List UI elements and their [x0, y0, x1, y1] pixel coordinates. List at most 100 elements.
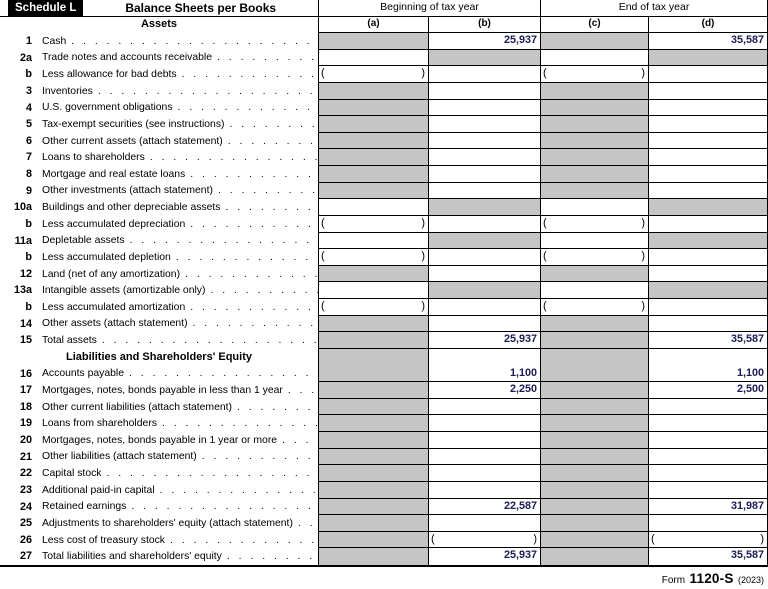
amount-field-a[interactable]	[318, 232, 428, 250]
amount-value-b[interactable]: 2,250	[428, 382, 540, 399]
amount-field-d[interactable]	[648, 515, 768, 532]
row-label-cell: Loans from shareholders	[32, 415, 318, 432]
shaded-cell-c	[540, 481, 648, 499]
amount-field-d[interactable]	[648, 132, 768, 150]
amount-field-a[interactable]	[318, 199, 428, 216]
row-label: Total assets	[42, 335, 97, 347]
amount-field-c[interactable]	[540, 282, 648, 299]
negative-amount-field-a[interactable]: ()	[318, 66, 428, 83]
shaded-cell-c	[540, 365, 648, 383]
amount-field-d[interactable]	[648, 215, 768, 233]
amount-value-b[interactable]: 22,587	[428, 498, 540, 516]
amount-field-d[interactable]	[648, 299, 768, 316]
amount-field-d[interactable]	[648, 99, 768, 117]
amount-field-d[interactable]	[648, 465, 768, 482]
amount-field-b[interactable]	[428, 448, 540, 466]
amount-value-d[interactable]: 35,587	[648, 33, 768, 50]
amount-field-b[interactable]	[428, 299, 540, 316]
amount-field-b[interactable]	[428, 149, 540, 166]
row-label: Other assets (attach statement)	[42, 318, 188, 330]
dot-leader	[165, 535, 318, 546]
amount-field-d[interactable]	[648, 166, 768, 183]
amount-field-b[interactable]	[428, 481, 540, 499]
amount-field-b[interactable]	[428, 166, 540, 183]
amount-field-d[interactable]	[648, 348, 768, 366]
amount-field-d[interactable]	[648, 249, 768, 266]
beginning-of-tax-year-header: Beginning of tax year	[318, 0, 540, 16]
dot-leader	[177, 69, 318, 80]
table-row-2a: 2a Trade notes and accounts receivable	[0, 49, 768, 67]
amount-field-b[interactable]	[428, 348, 540, 366]
amount-field-b[interactable]	[428, 249, 540, 266]
amount-field-b[interactable]	[428, 82, 540, 100]
amount-value-d[interactable]: 35,587	[648, 548, 768, 565]
amount-value-b[interactable]: 25,937	[428, 548, 540, 565]
dot-leader	[212, 52, 318, 63]
dot-leader	[173, 102, 318, 113]
amount-field-d[interactable]	[648, 265, 768, 283]
negative-amount-field-c[interactable]: ()	[540, 66, 648, 83]
amount-field-b[interactable]	[428, 398, 540, 416]
amount-field-b[interactable]	[428, 465, 540, 482]
amount-field-d[interactable]	[648, 448, 768, 466]
row-label: Inventories	[42, 85, 93, 97]
amount-field-a[interactable]	[318, 49, 428, 67]
amount-field-b[interactable]	[428, 415, 540, 432]
amount-field-b[interactable]	[428, 315, 540, 333]
amount-value-d[interactable]: 31,987	[648, 498, 768, 516]
amount-field-d[interactable]	[648, 481, 768, 499]
shaded-cell-b	[428, 49, 540, 67]
negative-amount-field-a[interactable]: ()	[318, 299, 428, 316]
row-number: 24	[19, 500, 32, 513]
shaded-cell-d	[648, 199, 768, 216]
negative-amount-field-d[interactable]: ()	[648, 531, 768, 549]
negative-amount-field-a[interactable]: ()	[318, 249, 428, 266]
amount-field-a[interactable]	[318, 282, 428, 299]
dot-leader	[232, 402, 318, 413]
amount-field-d[interactable]	[648, 432, 768, 449]
amount-value-d[interactable]: 1,100	[648, 365, 768, 383]
amount-field-b[interactable]	[428, 99, 540, 117]
amount-value-b[interactable]: 25,937	[428, 33, 540, 50]
amount-field-b[interactable]	[428, 66, 540, 83]
negative-amount-field-a[interactable]: ()	[318, 215, 428, 233]
row-label-cell: Other current liabilities (attach statem…	[32, 399, 318, 416]
amount-field-d[interactable]	[648, 116, 768, 133]
amount-field-b[interactable]	[428, 116, 540, 133]
amount-field-c[interactable]	[540, 232, 648, 250]
negative-amount-field-c[interactable]: ()	[540, 249, 648, 266]
amount-field-d[interactable]	[648, 415, 768, 432]
row-label-cell: Less accumulated depletion	[32, 249, 318, 266]
amount-field-c[interactable]	[540, 49, 648, 67]
shaded-cell-a	[318, 382, 428, 399]
amount-value-d[interactable]: 35,587	[648, 332, 768, 349]
amount-value-d[interactable]: 2,500	[648, 382, 768, 399]
amount-field-c[interactable]	[540, 199, 648, 216]
amount-field-b[interactable]	[428, 182, 540, 200]
negative-amount-field-b[interactable]: ()	[428, 531, 540, 549]
shaded-cell-b	[428, 232, 540, 250]
amount-field-b[interactable]	[428, 215, 540, 233]
amount-field-d[interactable]	[648, 182, 768, 200]
amount-field-b[interactable]	[428, 515, 540, 532]
row-label: Adjustments to shareholders' equity (att…	[42, 517, 293, 529]
amount-value-b[interactable]: 1,100	[428, 365, 540, 383]
amount-field-d[interactable]	[648, 315, 768, 333]
negative-amount-field-c[interactable]: ()	[540, 299, 648, 316]
shaded-cell-c	[540, 132, 648, 150]
table-row-16: 16 Accounts payable 1,100 1,100	[0, 365, 768, 383]
row-label: Tax-exempt securities (see instructions)	[42, 118, 225, 130]
amount-field-b[interactable]	[428, 265, 540, 283]
shaded-cell-c	[540, 149, 648, 166]
amount-field-b[interactable]	[428, 432, 540, 449]
row-number: 27	[19, 550, 32, 563]
amount-value-b[interactable]: 25,937	[428, 332, 540, 349]
negative-amount-field-c[interactable]: ()	[540, 215, 648, 233]
amount-field-d[interactable]	[648, 398, 768, 416]
amount-field-d[interactable]	[648, 66, 768, 83]
close-paren: )	[533, 532, 537, 545]
amount-field-d[interactable]	[648, 149, 768, 166]
amount-field-d[interactable]	[648, 82, 768, 100]
amount-field-b[interactable]	[428, 132, 540, 150]
